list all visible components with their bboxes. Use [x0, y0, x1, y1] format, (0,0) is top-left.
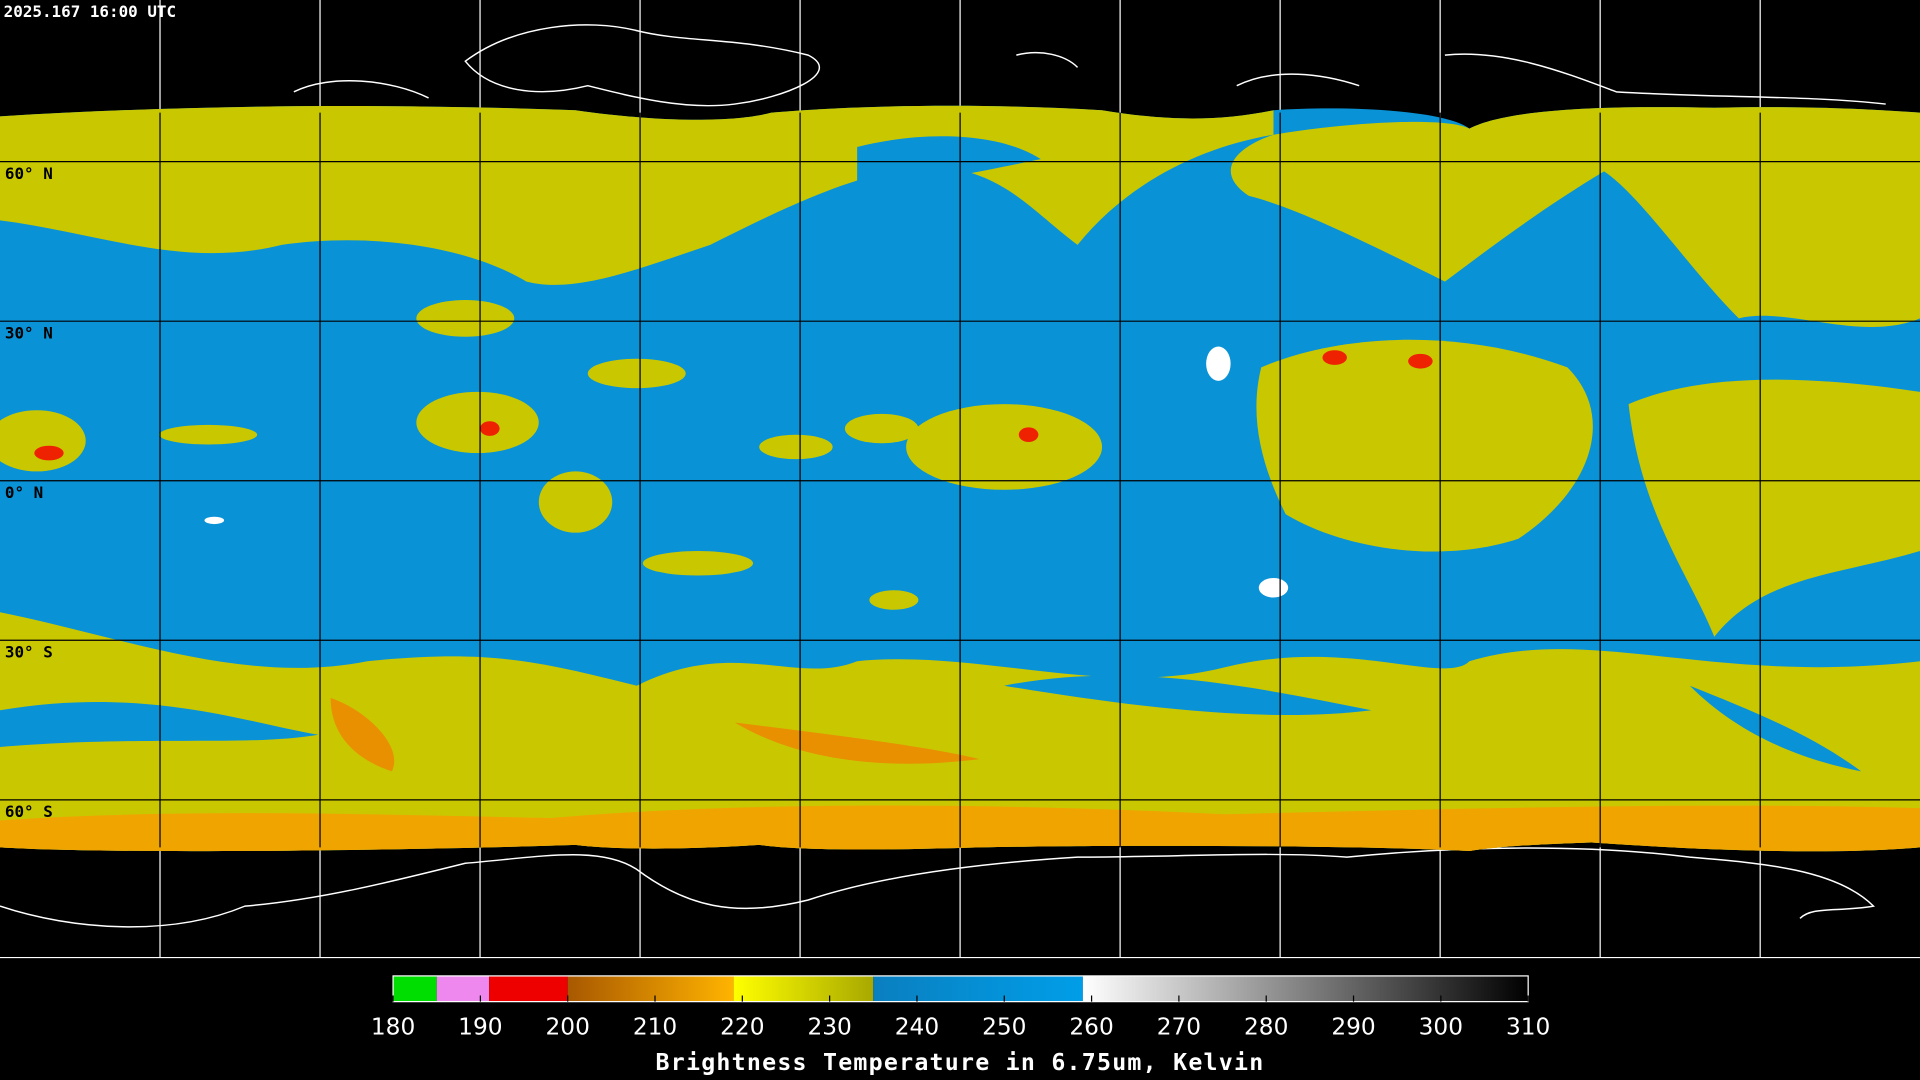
- colorbar-tick-label: 220: [720, 1014, 764, 1041]
- colorbar-segment: [436, 975, 490, 1002]
- colorbar-segment: [733, 975, 874, 1002]
- colorbar-tick-label: 290: [1331, 1014, 1375, 1041]
- colorbar-label: Brightness Temperature in 6.75um, Kelvin: [656, 1049, 1265, 1076]
- timestamp: 2025.167 16:00 UTC: [4, 2, 176, 21]
- colorbar-tick-label: 240: [895, 1014, 939, 1041]
- colorbar-tick-label: 270: [1157, 1014, 1201, 1041]
- lat-label: 0° N: [5, 483, 43, 502]
- colorbar-segment: [567, 975, 734, 1002]
- colorbar-tick-label: 200: [545, 1014, 589, 1041]
- lat-label: 60° S: [5, 802, 53, 821]
- lat-label: 60° N: [5, 164, 53, 183]
- colorbar-segment: [489, 975, 568, 1002]
- lat-label: 30° N: [5, 323, 53, 342]
- lat-label: 30° S: [5, 642, 53, 661]
- colorbar-tick-label: 230: [807, 1014, 851, 1041]
- colorbar-tick-label: 180: [371, 1014, 415, 1041]
- coastlines-polar: [0, 24, 1886, 928]
- graticule: [0, 112, 1920, 848]
- colorbar-tick-label: 260: [1069, 1014, 1113, 1041]
- colorbar-tick-label: 190: [458, 1014, 502, 1041]
- colorbar-tick-label: 210: [633, 1014, 677, 1041]
- colorbar-tick-label: 250: [982, 1014, 1026, 1041]
- colorbar-segment: [1082, 975, 1529, 1002]
- colorbar-tick-label: 310: [1506, 1014, 1550, 1041]
- colorbar-frame: [392, 975, 1529, 1003]
- colorbar-tick-label: 280: [1244, 1014, 1288, 1041]
- colorbar-tick-label: 300: [1419, 1014, 1463, 1041]
- colorbar-segment: [393, 975, 437, 1002]
- colorbar-segment: [873, 975, 1083, 1002]
